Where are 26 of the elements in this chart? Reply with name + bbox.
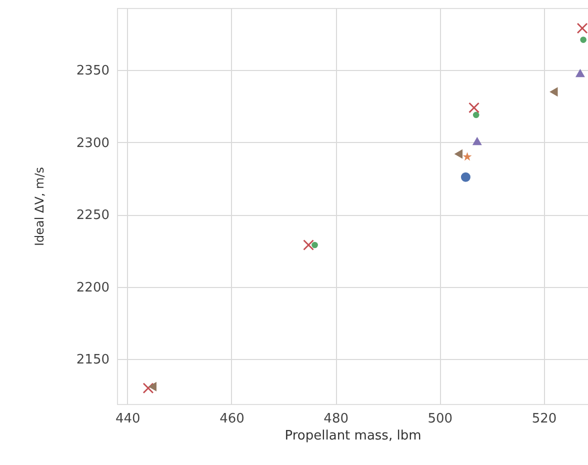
point	[454, 149, 463, 159]
y-tick-label: 2250	[76, 208, 110, 224]
x-tick-label: 460	[220, 412, 244, 426]
point	[472, 112, 480, 118]
y-tick-label: 2200	[76, 280, 110, 296]
y-tick-label: 2300	[76, 136, 110, 151]
point	[580, 36, 586, 43]
point	[303, 240, 314, 251]
point	[468, 102, 480, 114]
point	[148, 382, 156, 392]
point	[462, 152, 472, 161]
point	[142, 382, 154, 394]
y-tick-label: 2350	[76, 64, 110, 79]
point	[576, 22, 588, 34]
x-axis-title: Propellant mass, lbm	[284, 428, 422, 444]
point	[460, 172, 470, 182]
y-axis-title: Ideal ΔV, m/s	[32, 166, 46, 246]
x-tick-label: 440	[115, 412, 140, 426]
y-tick-label: 2150	[76, 352, 110, 368]
x-tick-label: 500	[428, 412, 453, 426]
point	[472, 136, 482, 146]
x-tick-label: 520	[532, 412, 557, 426]
point	[575, 68, 585, 78]
point	[312, 242, 318, 248]
x-tick-label: 480	[324, 412, 348, 426]
point	[550, 87, 558, 97]
